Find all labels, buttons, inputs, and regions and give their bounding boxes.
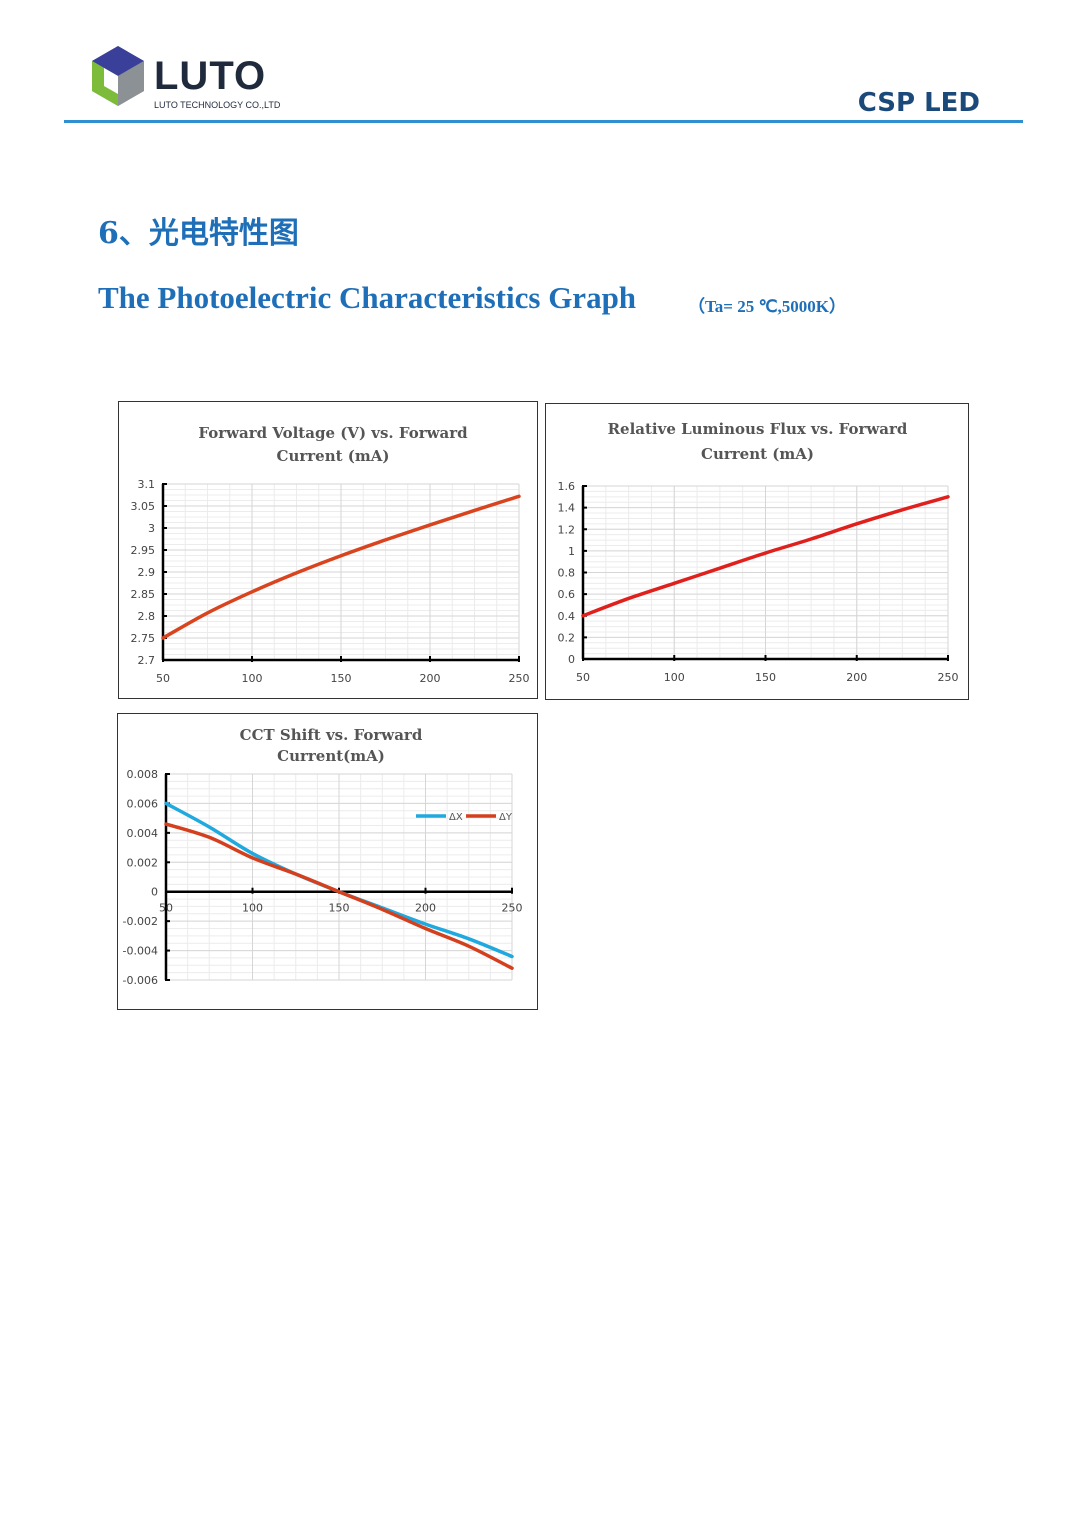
x-tick-label: 100 <box>242 672 263 685</box>
y-tick-label: 2.75 <box>131 632 156 645</box>
y-tick-label: 0.6 <box>558 588 576 601</box>
y-tick-label: -0.006 <box>123 974 158 987</box>
x-tick-label: 250 <box>502 902 523 915</box>
x-tick-label: 200 <box>420 672 441 685</box>
x-tick-label: 50 <box>156 672 170 685</box>
chart-svg: Relative Luminous Flux vs. Forward Curren… <box>558 420 959 684</box>
x-tick-label: 150 <box>331 672 352 685</box>
y-tick-label: 2.95 <box>131 544 156 557</box>
legend-label: ΔX <box>449 812 463 823</box>
x-tick-label: 200 <box>846 671 867 684</box>
page-header: LUTO LUTO TECHNOLOGY CO.,LTD CSP LED <box>0 0 1080 130</box>
chart-title-line: Forward Voltage (V) vs. Forward <box>198 424 468 442</box>
cube-logo-icon <box>92 46 144 106</box>
y-tick-label: 0.8 <box>558 567 576 580</box>
series-line-Relative flux <box>581 495 950 618</box>
y-tick-label: 2.8 <box>138 610 156 623</box>
y-tick-label: 0.4 <box>558 610 576 623</box>
x-tick-label: 100 <box>664 671 685 684</box>
x-tick-label: 200 <box>415 902 436 915</box>
y-tick-label: 0.2 <box>558 631 576 644</box>
company-logo: LUTO LUTO TECHNOLOGY CO.,LTD <box>90 44 290 116</box>
product-name: CSP LED <box>857 88 980 118</box>
y-tick-label: 0.002 <box>127 856 159 869</box>
x-tick-label: 150 <box>755 671 776 684</box>
section-title-en: The Photoelectric Characteristics Graph <box>98 280 637 315</box>
x-tick-label: 250 <box>509 672 530 685</box>
y-tick-label: -0.002 <box>123 915 158 928</box>
y-tick-label: 1.6 <box>558 480 576 493</box>
x-tick-label: 150 <box>329 902 350 915</box>
x-tick-label: 250 <box>938 671 959 684</box>
cct-shift-chart: CCT Shift vs. Forward Current(mA) -0.006 -0… <box>117 713 538 1010</box>
header-divider <box>64 120 1023 123</box>
chart-title-line: Current (mA) <box>701 445 814 463</box>
chart-title-line: Current (mA) <box>277 447 390 465</box>
legend-label: ΔY <box>499 812 513 823</box>
y-tick-label: 3.05 <box>131 500 156 513</box>
x-tick-label: 50 <box>159 902 173 915</box>
y-tick-label: -0.004 <box>123 945 158 958</box>
logo-subtitle: LUTO TECHNOLOGY CO.,LTD <box>154 100 281 110</box>
y-tick-label: 2.85 <box>131 588 156 601</box>
section-title-cn: 6、光电特性图 <box>98 216 299 251</box>
x-tick-label: 50 <box>576 671 590 684</box>
logo-wordmark: LUTO <box>154 54 267 98</box>
y-tick-label: 3 <box>148 522 155 535</box>
series-line-ΔY <box>164 822 514 970</box>
y-tick-label: 0 <box>151 886 158 899</box>
y-tick-label: 1 <box>568 545 575 558</box>
y-tick-label: 1.2 <box>558 523 576 536</box>
luminous-flux-chart: Relative Luminous Flux vs. Forward Curren… <box>545 403 969 700</box>
y-tick-label: 0.004 <box>127 827 159 840</box>
test-conditions: （Ta= 25 ℃,5000K） <box>688 297 847 316</box>
y-tick-label: 1.4 <box>558 502 576 515</box>
chart-title-line: Relative Luminous Flux vs. Forward <box>608 420 908 438</box>
forward-voltage-chart: Forward Voltage (V) vs. Forward Current (… <box>118 401 538 699</box>
y-tick-label: 3.1 <box>138 478 156 491</box>
x-tick-label: 100 <box>242 902 263 915</box>
y-tick-label: 0.008 <box>127 768 159 781</box>
series-line-VF <box>161 494 521 640</box>
y-tick-label: 0 <box>568 653 575 666</box>
chart-title-line: Current(mA) <box>277 747 385 765</box>
chart-title-line: CCT Shift vs. Forward <box>240 726 423 744</box>
y-tick-label: 0.006 <box>127 797 159 810</box>
chart-svg: CCT Shift vs. Forward Current(mA) -0.006 -0… <box>123 726 523 987</box>
chart-svg: Forward Voltage (V) vs. Forward Current (… <box>131 424 530 685</box>
y-tick-label: 2.9 <box>138 566 156 579</box>
y-tick-label: 2.7 <box>138 654 156 667</box>
